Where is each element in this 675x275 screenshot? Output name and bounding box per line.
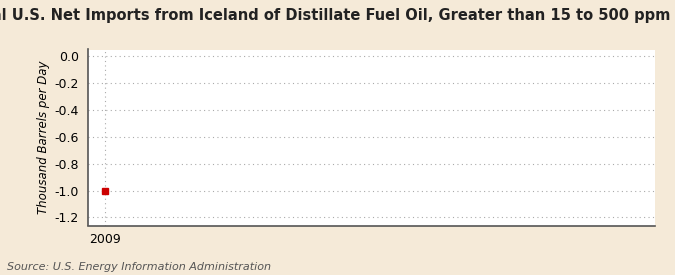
Text: Annual U.S. Net Imports from Iceland of Distillate Fuel Oil, Greater than 15 to : Annual U.S. Net Imports from Iceland of … [0,8,675,23]
Text: Source: U.S. Energy Information Administration: Source: U.S. Energy Information Administ… [7,262,271,272]
Y-axis label: Thousand Barrels per Day: Thousand Barrels per Day [37,61,50,214]
